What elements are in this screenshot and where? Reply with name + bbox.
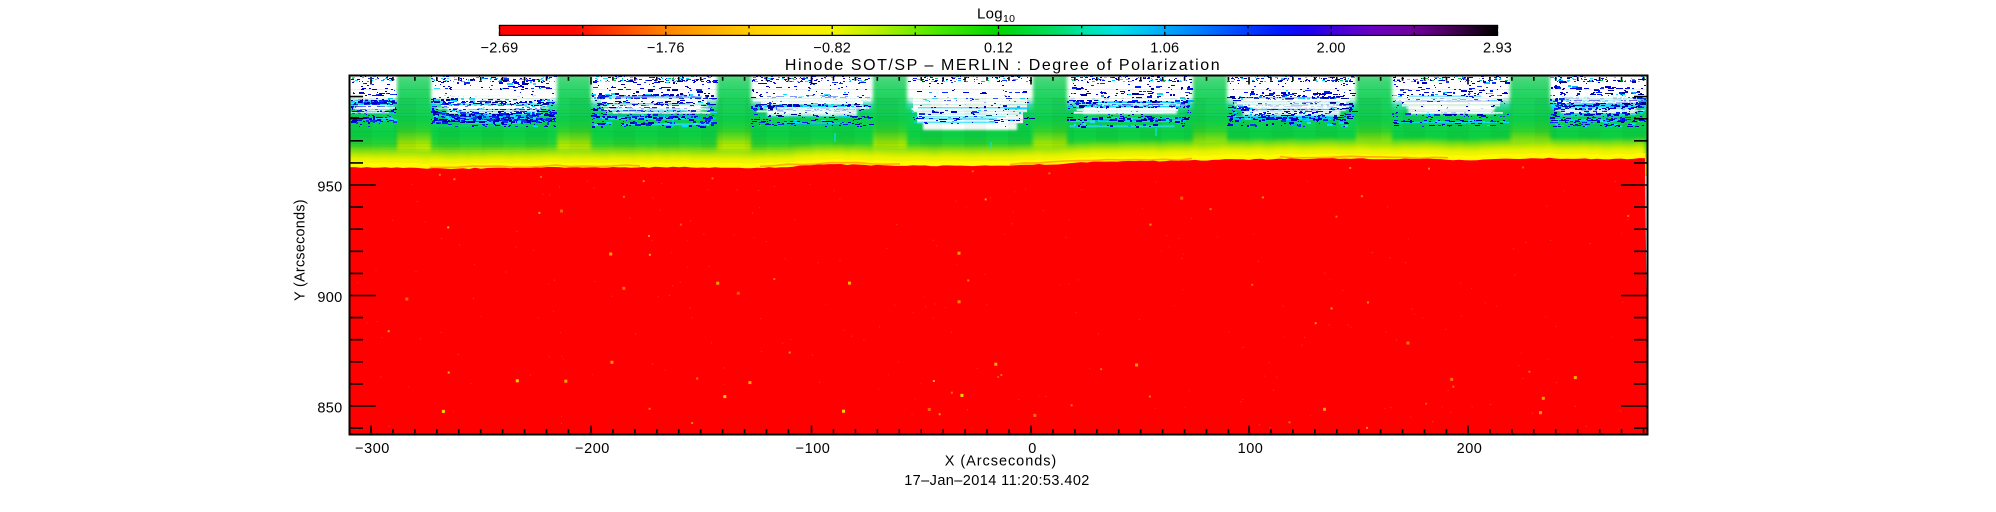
svg-text:100: 100 xyxy=(1238,441,1264,457)
svg-text:2.93: 2.93 xyxy=(1483,40,1512,56)
svg-text:200: 200 xyxy=(1457,441,1483,457)
svg-text:−0.82: −0.82 xyxy=(813,40,851,56)
svg-text:0.12: 0.12 xyxy=(984,40,1013,56)
svg-text:Hinode SOT/SP – MERLIN : Degre: Hinode SOT/SP – MERLIN : Degree of Polar… xyxy=(785,57,1221,74)
svg-text:−200: −200 xyxy=(575,441,610,457)
svg-text:−1.76: −1.76 xyxy=(647,40,685,56)
svg-text:2.00: 2.00 xyxy=(1317,40,1346,56)
svg-text:950: 950 xyxy=(317,180,342,196)
svg-text:17–Jan–2014 11:20:53.402: 17–Jan–2014 11:20:53.402 xyxy=(904,473,1090,489)
svg-text:−2.69: −2.69 xyxy=(481,40,519,56)
svg-text:X (Arcseconds): X (Arcseconds) xyxy=(945,454,1057,470)
svg-text:0: 0 xyxy=(1028,441,1037,457)
svg-text:−100: −100 xyxy=(796,441,831,457)
svg-text:1.06: 1.06 xyxy=(1150,40,1179,56)
svg-text:900: 900 xyxy=(317,290,342,306)
svg-text:Y (Arcseconds): Y (Arcseconds) xyxy=(293,199,309,301)
svg-text:−300: −300 xyxy=(355,441,390,457)
svg-text:850: 850 xyxy=(317,401,342,417)
